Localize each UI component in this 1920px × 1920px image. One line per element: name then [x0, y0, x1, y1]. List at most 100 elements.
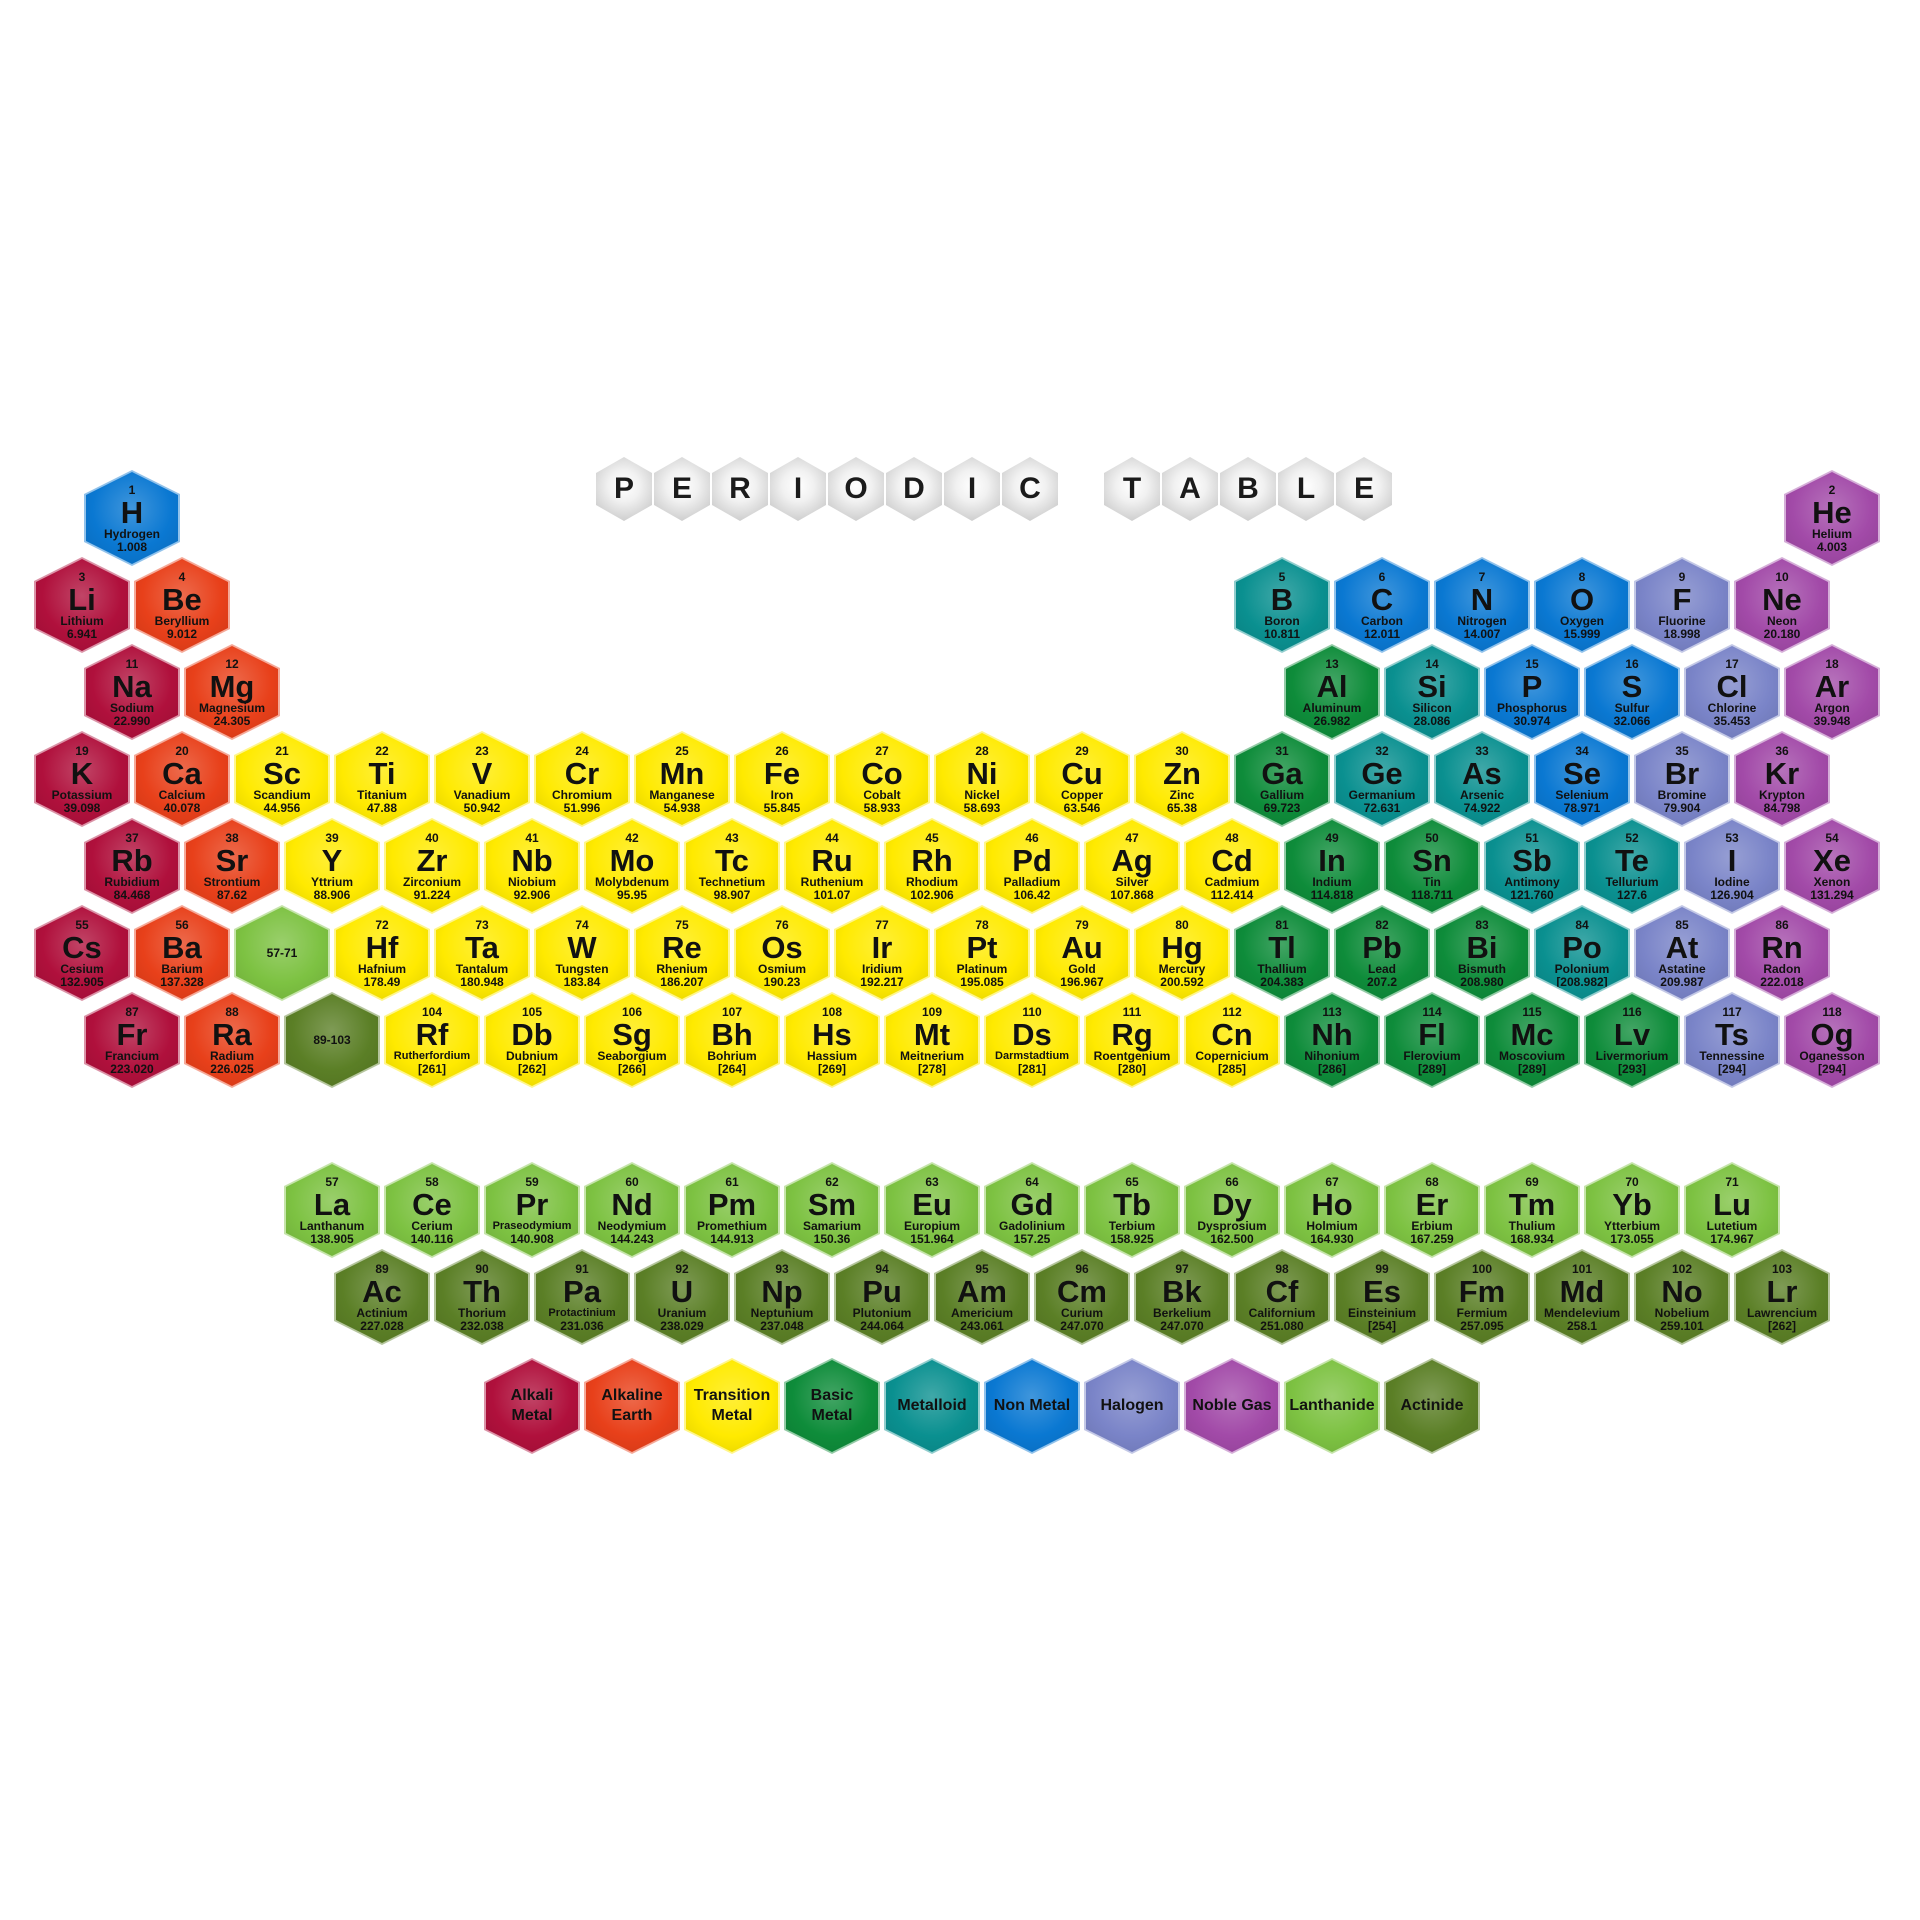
element-tile-tb[interactable]: 65 Tb Terbium 158.925 — [1084, 1162, 1180, 1258]
element-tile-ba[interactable]: 56 Ba Barium 137.328 — [134, 905, 230, 1001]
element-tile-cr[interactable]: 24 Cr Chromium 51.996 — [534, 731, 630, 827]
element-tile-n[interactable]: 7 N Nitrogen 14.007 — [1434, 557, 1530, 653]
element-tile-ag[interactable]: 47 Ag Silver 107.868 — [1084, 818, 1180, 914]
element-tile-ru[interactable]: 44 Ru Ruthenium 101.07 — [784, 818, 880, 914]
element-tile-as[interactable]: 33 As Arsenic 74.922 — [1434, 731, 1530, 827]
element-tile-si[interactable]: 14 Si Silicon 28.086 — [1384, 644, 1480, 740]
element-tile-xe[interactable]: 54 Xe Xenon 131.294 — [1784, 818, 1880, 914]
element-tile-fr[interactable]: 87 Fr Francium 223.020 — [84, 992, 180, 1088]
element-tile-pb[interactable]: 82 Pb Lead 207.2 — [1334, 905, 1430, 1001]
element-tile-ca[interactable]: 20 Ca Calcium 40.078 — [134, 731, 230, 827]
element-tile-s[interactable]: 16 S Sulfur 32.066 — [1584, 644, 1680, 740]
element-tile-cf[interactable]: 98 Cf Californium 251.080 — [1234, 1249, 1330, 1345]
element-tile-bi[interactable]: 83 Bi Bismuth 208.980 — [1434, 905, 1530, 1001]
legend-basic[interactable]: Basic Metal — [784, 1358, 880, 1454]
element-tile-sn[interactable]: 50 Sn Tin 118.711 — [1384, 818, 1480, 914]
element-tile-ho[interactable]: 67 Ho Holmium 164.930 — [1284, 1162, 1380, 1258]
element-tile-ac[interactable]: 89 Ac Actinium 227.028 — [334, 1249, 430, 1345]
element-tile-li[interactable]: 3 Li Lithium 6.941 — [34, 557, 130, 653]
legend-noble[interactable]: Noble Gas — [1184, 1358, 1280, 1454]
element-tile-k[interactable]: 19 K Potassium 39.098 — [34, 731, 130, 827]
element-tile-no[interactable]: 102 No Nobelium 259.101 — [1634, 1249, 1730, 1345]
element-tile-na[interactable]: 11 Na Sodium 22.990 — [84, 644, 180, 740]
element-tile-yb[interactable]: 70 Yb Ytterbium 173.055 — [1584, 1162, 1680, 1258]
element-tile-sr[interactable]: 38 Sr Strontium 87.62 — [184, 818, 280, 914]
element-tile-cm[interactable]: 96 Cm Curium 247.070 — [1034, 1249, 1130, 1345]
element-tile-he[interactable]: 2 He Helium 4.003 — [1784, 470, 1880, 566]
element-tile-b[interactable]: 5 B Boron 10.811 — [1234, 557, 1330, 653]
element-tile-nh[interactable]: 113 Nh Nihonium [286] — [1284, 992, 1380, 1088]
legend-nonmetal[interactable]: Non Metal — [984, 1358, 1080, 1454]
element-tile-rf[interactable]: 104 Rf Rutherfordium [261] — [384, 992, 480, 1088]
element-tile-os[interactable]: 76 Os Osmium 190.23 — [734, 905, 830, 1001]
legend-alkaline[interactable]: Alkaline Earth — [584, 1358, 680, 1454]
element-tile-ga[interactable]: 31 Ga Gallium 69.723 — [1234, 731, 1330, 827]
element-tile-mg[interactable]: 12 Mg Magnesium 24.305 — [184, 644, 280, 740]
element-tile-f[interactable]: 9 F Fluorine 18.998 — [1634, 557, 1730, 653]
element-tile-ar[interactable]: 18 Ar Argon 39.948 — [1784, 644, 1880, 740]
element-tile-rb[interactable]: 37 Rb Rubidium 84.468 — [84, 818, 180, 914]
element-tile-ti[interactable]: 22 Ti Titanium 47.88 — [334, 731, 430, 827]
element-tile-hs[interactable]: 108 Hs Hassium [269] — [784, 992, 880, 1088]
element-tile-mn[interactable]: 25 Mn Manganese 54.938 — [634, 731, 730, 827]
element-tile-v[interactable]: 23 V Vanadium 50.942 — [434, 731, 530, 827]
element-tile-ne[interactable]: 10 Ne Neon 20.180 — [1734, 557, 1830, 653]
element-tile-ts[interactable]: 117 Ts Tennessine [294] — [1684, 992, 1780, 1088]
element-tile-au[interactable]: 79 Au Gold 196.967 — [1034, 905, 1130, 1001]
element-tile-ds[interactable]: 110 Ds Darmstadtium [281] — [984, 992, 1080, 1088]
element-tile-eu[interactable]: 63 Eu Europium 151.964 — [884, 1162, 980, 1258]
element-tile-se[interactable]: 34 Se Selenium 78.971 — [1534, 731, 1630, 827]
element-tile-zn[interactable]: 30 Zn Zinc 65.38 — [1134, 731, 1230, 827]
element-tile-fm[interactable]: 100 Fm Fermium 257.095 — [1434, 1249, 1530, 1345]
element-tile-zr[interactable]: 40 Zr Zirconium 91.224 — [384, 818, 480, 914]
element-tile-be[interactable]: 4 Be Beryllium 9.012 — [134, 557, 230, 653]
element-tile-rn[interactable]: 86 Rn Radon 222.018 — [1734, 905, 1830, 1001]
series-placeholder-actinide[interactable]: 89-103 — [284, 992, 380, 1088]
element-tile-sg[interactable]: 106 Sg Seaborgium [266] — [584, 992, 680, 1088]
element-tile-h[interactable]: 1 H Hydrogen 1.008 — [84, 470, 180, 566]
element-tile-kr[interactable]: 36 Kr Krypton 84.798 — [1734, 731, 1830, 827]
element-tile-al[interactable]: 13 Al Aluminum 26.982 — [1284, 644, 1380, 740]
element-tile-sc[interactable]: 21 Sc Scandium 44.956 — [234, 731, 330, 827]
element-tile-nd[interactable]: 60 Nd Neodymium 144.243 — [584, 1162, 680, 1258]
element-tile-cu[interactable]: 29 Cu Copper 63.546 — [1034, 731, 1130, 827]
element-tile-md[interactable]: 101 Md Mendelevium 258.1 — [1534, 1249, 1630, 1345]
element-tile-fe[interactable]: 26 Fe Iron 55.845 — [734, 731, 830, 827]
element-tile-mc[interactable]: 115 Mc Moscovium [289] — [1484, 992, 1580, 1088]
element-tile-tc[interactable]: 43 Tc Technetium 98.907 — [684, 818, 780, 914]
series-placeholder-lanthanide[interactable]: 57-71 — [234, 905, 330, 1001]
element-tile-ir[interactable]: 77 Ir Iridium 192.217 — [834, 905, 930, 1001]
element-tile-pa[interactable]: 91 Pa Protactinium 231.036 — [534, 1249, 630, 1345]
legend-metalloid[interactable]: Metalloid — [884, 1358, 980, 1454]
element-tile-lv[interactable]: 116 Lv Livermorium [293] — [1584, 992, 1680, 1088]
element-tile-fl[interactable]: 114 Fl Flerovium [289] — [1384, 992, 1480, 1088]
element-tile-pu[interactable]: 94 Pu Plutonium 244.064 — [834, 1249, 930, 1345]
element-tile-y[interactable]: 39 Y Yttrium 88.906 — [284, 818, 380, 914]
element-tile-o[interactable]: 8 O Oxygen 15.999 — [1534, 557, 1630, 653]
element-tile-i[interactable]: 53 I Iodine 126.904 — [1684, 818, 1780, 914]
element-tile-br[interactable]: 35 Br Bromine 79.904 — [1634, 731, 1730, 827]
element-tile-co[interactable]: 27 Co Cobalt 58.933 — [834, 731, 930, 827]
legend-transition[interactable]: Transition Metal — [684, 1358, 780, 1454]
element-tile-mt[interactable]: 109 Mt Meitnerium [278] — [884, 992, 980, 1088]
element-tile-la[interactable]: 57 La Lanthanum 138.905 — [284, 1162, 380, 1258]
element-tile-po[interactable]: 84 Po Polonium [208.982] — [1534, 905, 1630, 1001]
element-tile-tm[interactable]: 69 Tm Thulium 168.934 — [1484, 1162, 1580, 1258]
element-tile-c[interactable]: 6 C Carbon 12.011 — [1334, 557, 1430, 653]
element-tile-hf[interactable]: 72 Hf Hafnium 178.49 — [334, 905, 430, 1001]
element-tile-tl[interactable]: 81 Tl Thallium 204.383 — [1234, 905, 1330, 1001]
element-tile-bk[interactable]: 97 Bk Berkelium 247.070 — [1134, 1249, 1230, 1345]
element-tile-th[interactable]: 90 Th Thorium 232.038 — [434, 1249, 530, 1345]
element-tile-pt[interactable]: 78 Pt Platinum 195.085 — [934, 905, 1030, 1001]
element-tile-ce[interactable]: 58 Ce Cerium 140.116 — [384, 1162, 480, 1258]
element-tile-ta[interactable]: 73 Ta Tantalum 180.948 — [434, 905, 530, 1001]
legend-halogen[interactable]: Halogen — [1084, 1358, 1180, 1454]
element-tile-rg[interactable]: 111 Rg Roentgenium [280] — [1084, 992, 1180, 1088]
element-tile-p[interactable]: 15 P Phosphorus 30.974 — [1484, 644, 1580, 740]
element-tile-sb[interactable]: 51 Sb Antimony 121.760 — [1484, 818, 1580, 914]
element-tile-cn[interactable]: 112 Cn Copernicium [285] — [1184, 992, 1280, 1088]
element-tile-cs[interactable]: 55 Cs Cesium 132.905 — [34, 905, 130, 1001]
element-tile-hg[interactable]: 80 Hg Mercury 200.592 — [1134, 905, 1230, 1001]
element-tile-es[interactable]: 99 Es Einsteinium [254] — [1334, 1249, 1430, 1345]
element-tile-re[interactable]: 75 Re Rhenium 186.207 — [634, 905, 730, 1001]
